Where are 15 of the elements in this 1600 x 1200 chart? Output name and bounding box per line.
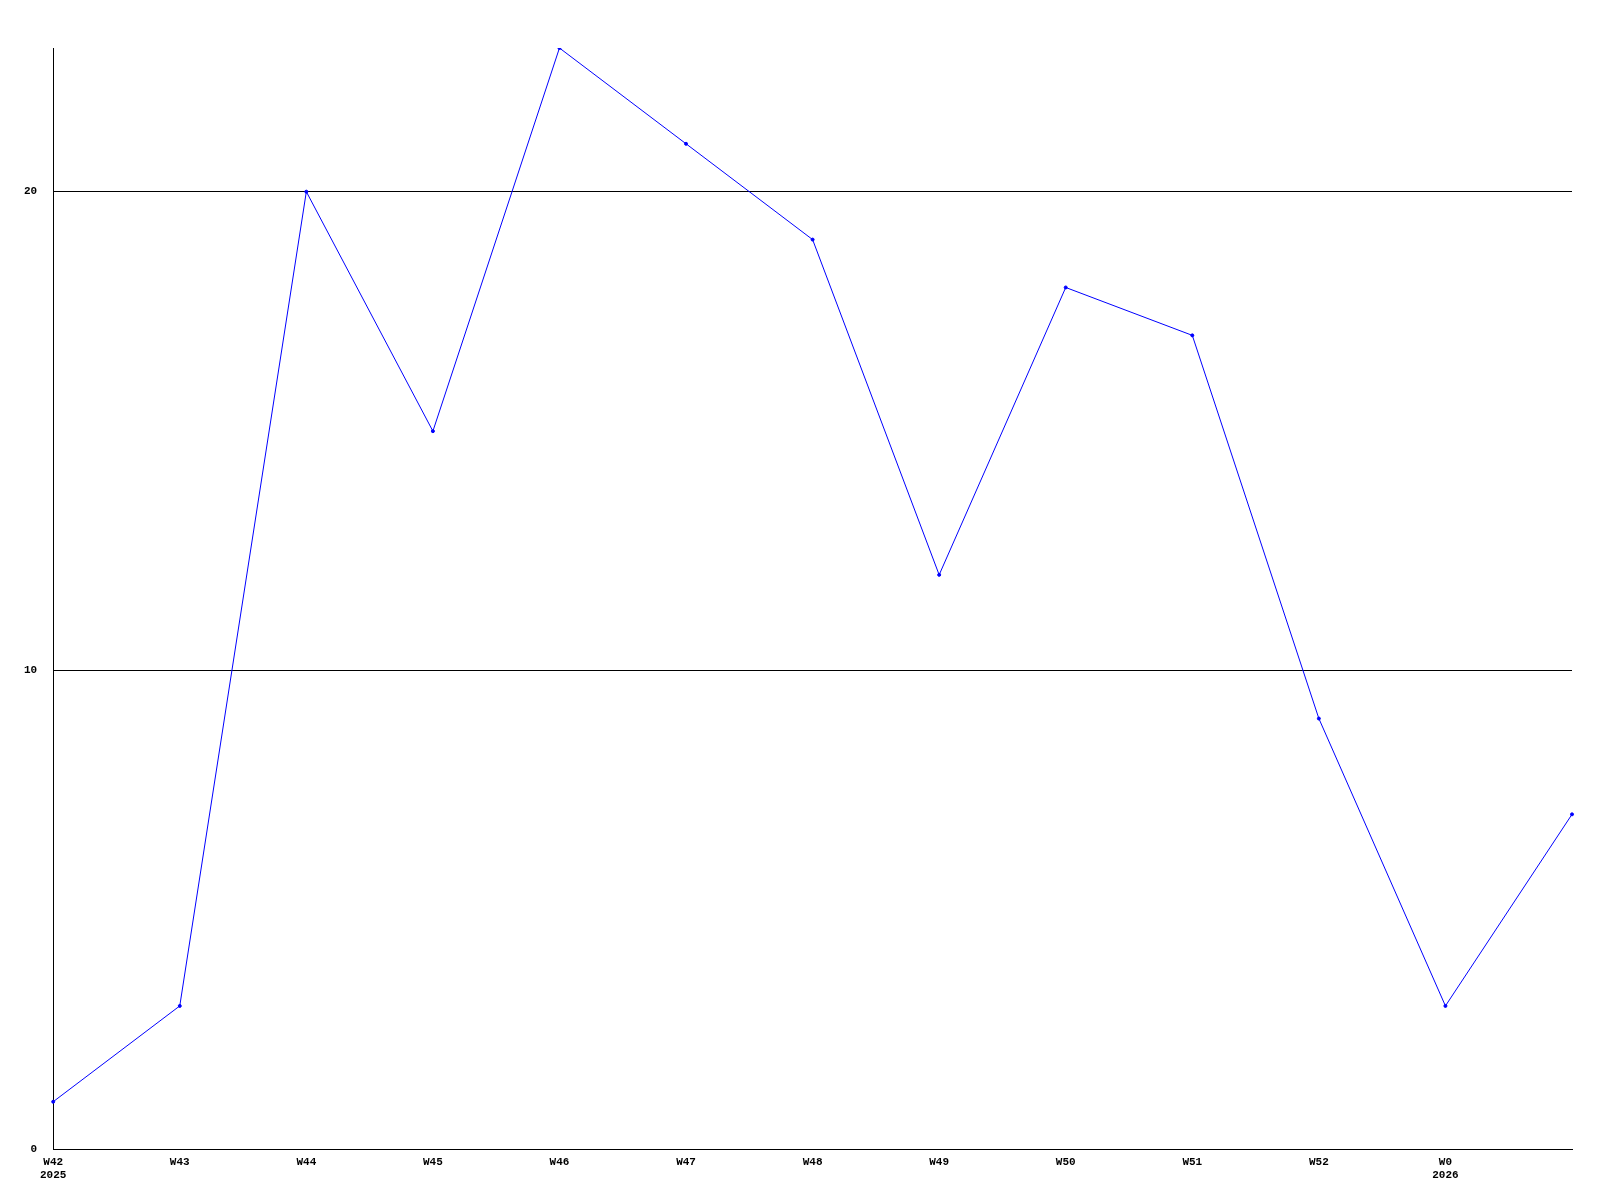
x-tick-label: W48	[802, 1155, 823, 1168]
x-tick-label: W45	[423, 1155, 444, 1168]
x-tick-label: W44	[296, 1155, 317, 1168]
x-tick-label: W49	[929, 1155, 950, 1168]
x-tick-label: W47	[676, 1155, 696, 1168]
x-tick-label: W50	[1055, 1155, 1076, 1168]
y-tick-label: 20	[24, 185, 38, 198]
x-tick-label: W0 2026	[1432, 1155, 1459, 1182]
y-tick-label: 10	[24, 664, 38, 677]
x-tick-label: W43	[169, 1155, 191, 1168]
x-tick-label: W52	[1308, 1155, 1329, 1168]
x-tick-label: W51	[1182, 1155, 1203, 1168]
x-tick-label: W42 2025	[40, 1155, 67, 1182]
x-tick-label: W46	[549, 1155, 570, 1168]
y-tick-label: 0	[30, 1143, 38, 1156]
